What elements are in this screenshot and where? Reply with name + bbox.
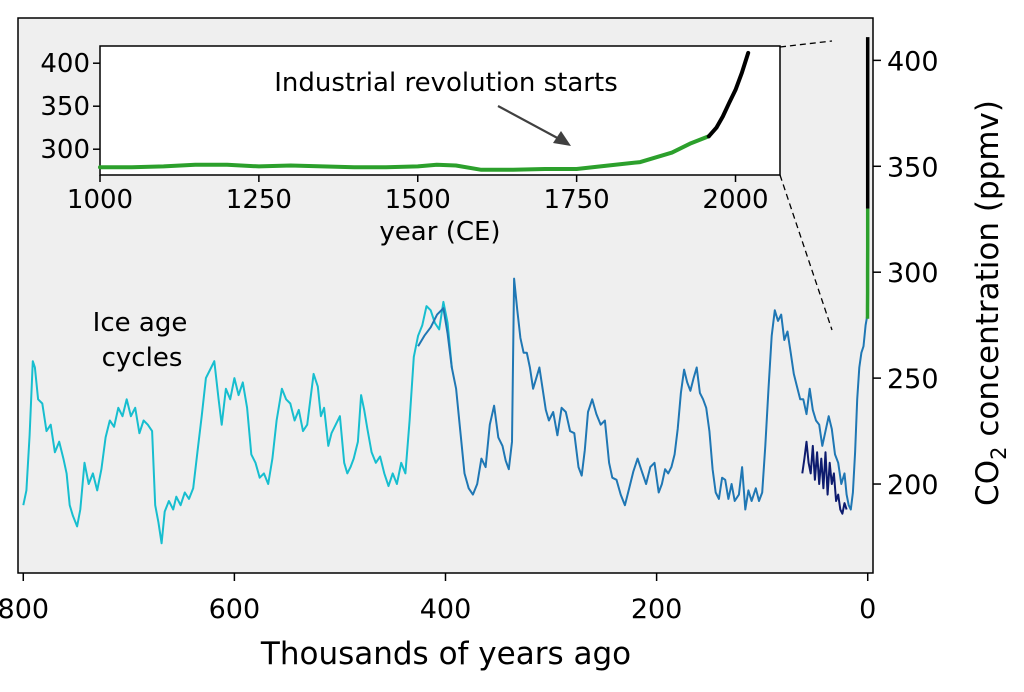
inset-x-tick-label-1250: 1250 [226,185,292,215]
y-label-co: CO [970,460,1006,506]
y-tick-label-200: 200 [887,470,939,501]
inset-y-tick-label-350: 350 [40,92,90,122]
y-tick-label-300: 300 [887,258,939,289]
inset-connector-top [779,40,833,48]
main-y-axis-label: CO2 concentration (ppmv) [970,100,1011,506]
inset-series-line-0 [98,134,711,172]
main-series-line-0 [22,300,453,545]
inset-plot-area [99,45,781,176]
main-series-line-2 [801,440,848,515]
x-tick-label-600: 600 [209,594,261,625]
inset-x-tick-label-1750: 1750 [544,185,610,215]
x-tick-label-200: 200 [631,594,683,625]
inset-x-axis-label: year (CE) [379,217,500,247]
y-tick-label-400: 400 [887,46,939,77]
inset-x-ticks: 1000 1250 1500 1750 2000 [67,175,769,215]
inset-connector-bottom [779,174,833,331]
industrial-revolution-arrow [497,105,571,146]
inset-series-line-1 [706,50,751,139]
main-x-ticks: 800 600 400 200 0 [0,573,876,625]
inset-x-tick-label-1500: 1500 [385,185,451,215]
y-label-rest: concentration (ppmv) [970,100,1006,447]
inset-series-group [98,50,751,172]
x-tick-label-0: 0 [859,594,876,625]
y-label-subscript: 2 [987,447,1011,460]
y-tick-label-350: 350 [887,152,939,183]
inset-x-tick-label-2000: 2000 [702,185,768,215]
inset-y-tick-label-400: 400 [40,49,90,79]
y-tick-label-250: 250 [887,364,939,395]
inset-y-tick-label-300: 300 [40,135,90,165]
main-series-line-1 [417,277,869,511]
industrial-revolution-annotation: Industrial revolution starts [274,68,617,98]
inset-x-tick-label-1000: 1000 [67,185,133,215]
main-series-group [22,37,870,545]
x-tick-label-800: 800 [0,594,49,625]
x-tick-label-400: 400 [420,594,472,625]
main-x-axis-label: Thousands of years ago [260,636,631,672]
inset-y-ticks: 300 350 400 [40,49,100,165]
ice-age-annotation-line2: cycles [102,343,183,373]
ice-age-annotation-line1: Ice age [93,308,188,338]
main-y-ticks: 200 250 300 350 400 [873,46,939,501]
